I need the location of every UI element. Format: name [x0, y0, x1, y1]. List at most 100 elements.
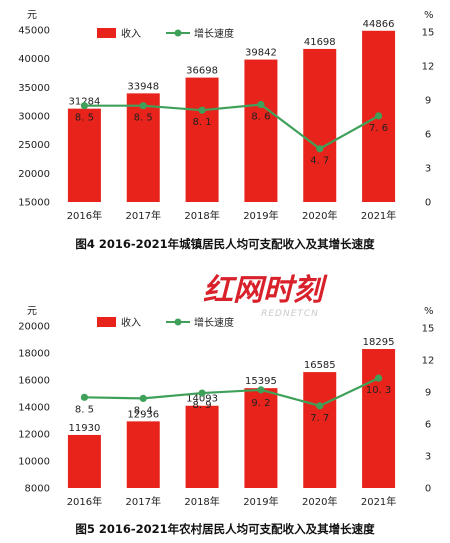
x-tick-label: 2018年 — [184, 209, 219, 222]
legend-line-marker — [174, 318, 182, 326]
growth-rate-point — [198, 106, 206, 114]
bar-value-label: 18295 — [363, 337, 395, 348]
growth-rate-label: 8. 4 — [134, 405, 153, 416]
legend-bar-label: 收入 — [121, 316, 141, 329]
bar — [244, 59, 278, 202]
urban-income-chart: 元 %15000200002500030000350004000045000036… — [18, 10, 435, 222]
y2-tick-label: 6 — [425, 130, 431, 141]
x-tick-label: 2016年 — [67, 495, 102, 508]
bar — [185, 77, 219, 202]
growth-rate-point — [374, 112, 383, 120]
growth-rate-label: 8. 5 — [75, 113, 94, 124]
legend-line-label: 增长速度 — [194, 316, 234, 329]
growth-rate-point — [80, 393, 89, 401]
watermark-subtitle: REDNETCN — [261, 309, 319, 319]
x-tick-label: 2019年 — [243, 495, 278, 508]
y-tick-label: 20000 — [18, 322, 50, 333]
chart-caption-rural: 图5 2016-2021年农村居民人均可支配收入及其增长速度 — [75, 522, 375, 536]
y-tick-label: 45000 — [18, 26, 50, 37]
bar — [185, 405, 219, 488]
y2-tick-label: 9 — [425, 388, 431, 399]
bar-value-label: 14093 — [186, 394, 218, 405]
growth-rate-point — [198, 389, 206, 397]
x-tick-label: 2021年 — [361, 209, 396, 222]
y2-tick-label: 15 — [422, 28, 435, 39]
y2-tick-label: 3 — [425, 452, 431, 463]
bar-value-label: 39842 — [245, 48, 277, 59]
growth-rate-label: 8. 9 — [193, 400, 212, 411]
y-tick-label: 8000 — [25, 484, 50, 495]
y2-tick-label: 15 — [422, 324, 435, 335]
growth-rate-point — [139, 102, 147, 110]
legend-bar-swatch — [97, 28, 116, 38]
growth-rate-point — [316, 145, 324, 153]
growth-rate-label: 8. 5 — [75, 404, 94, 415]
y-tick-label: 35000 — [18, 83, 50, 94]
y-tick-label: 16000 — [18, 376, 50, 387]
y-tick-label: 30000 — [18, 112, 50, 123]
x-tick-label: 2016年 — [67, 209, 102, 222]
y2-axis-unit: % — [424, 306, 434, 317]
growth-rate-label: 10. 3 — [366, 385, 391, 396]
growth-rate-label: 4. 7 — [310, 156, 329, 167]
x-tick-label: 2021年 — [361, 495, 396, 508]
y2-axis-unit: % — [424, 10, 434, 21]
y2-tick-label: 12 — [422, 356, 435, 367]
growth-rate-point — [257, 386, 265, 394]
growth-rate-point — [257, 100, 265, 109]
watermark-logo: 红网时刻 — [203, 273, 328, 308]
y2-tick-label: 3 — [425, 164, 431, 175]
growth-rate-point — [80, 102, 89, 110]
bar — [67, 434, 101, 488]
growth-rate-label: 8. 5 — [134, 113, 153, 124]
growth-rate-label: 7. 6 — [369, 123, 388, 134]
growth-rate-point — [374, 374, 383, 382]
y2-tick-label: 6 — [425, 420, 431, 431]
y2-tick-label: 0 — [425, 198, 431, 209]
growth-rate-point — [139, 394, 147, 402]
bar — [362, 349, 396, 488]
bar-value-label: 12936 — [127, 409, 159, 420]
legend-line-label: 增长速度 — [194, 27, 234, 40]
bar — [303, 372, 337, 488]
y2-tick-label: 0 — [425, 484, 431, 495]
bar-value-label: 41698 — [304, 37, 336, 48]
growth-rate-line — [84, 103, 380, 151]
y-tick-label: 25000 — [18, 140, 50, 151]
y-axis-unit: 元 — [27, 306, 37, 317]
chart-caption-urban: 图4 2016-2021年城镇居民人均可支配收入及其增长速度 — [75, 237, 375, 251]
x-tick-label: 2017年 — [126, 495, 161, 508]
bar — [244, 388, 278, 488]
y-tick-label: 10000 — [18, 457, 50, 468]
y-axis-unit: 元 — [27, 10, 37, 21]
growth-rate-label: 9. 2 — [251, 398, 270, 409]
bar-value-label: 36698 — [186, 66, 218, 77]
bar-value-label: 11930 — [69, 423, 101, 434]
growth-rate-label: 7. 7 — [310, 413, 329, 424]
bar — [303, 48, 337, 203]
bar-value-label: 44866 — [363, 19, 395, 30]
y-tick-label: 18000 — [18, 349, 50, 360]
x-tick-label: 2019年 — [243, 209, 278, 222]
x-tick-label: 2020年 — [302, 495, 337, 508]
growth-rate-label: 8. 1 — [193, 117, 212, 128]
legend-bar-label: 收入 — [121, 27, 141, 40]
y2-tick-label: 9 — [425, 96, 431, 107]
y-tick-label: 20000 — [18, 169, 50, 180]
bar — [67, 108, 101, 202]
bar — [126, 421, 160, 488]
y-tick-label: 12000 — [18, 430, 50, 441]
x-tick-label: 2017年 — [126, 209, 161, 222]
growth-rate-label: 8. 6 — [251, 112, 270, 123]
y2-tick-label: 12 — [422, 62, 435, 73]
bar — [126, 93, 160, 202]
x-tick-label: 2018年 — [184, 495, 219, 508]
bar-value-label: 16585 — [304, 360, 336, 371]
legend-line-marker — [174, 29, 182, 37]
growth-rate-line — [84, 377, 380, 408]
x-tick-label: 2020年 — [302, 209, 337, 222]
bar-value-label: 15395 — [245, 376, 277, 387]
legend-bar-swatch — [97, 317, 116, 327]
growth-rate-point — [316, 402, 324, 410]
bar-value-label: 33948 — [127, 81, 159, 92]
